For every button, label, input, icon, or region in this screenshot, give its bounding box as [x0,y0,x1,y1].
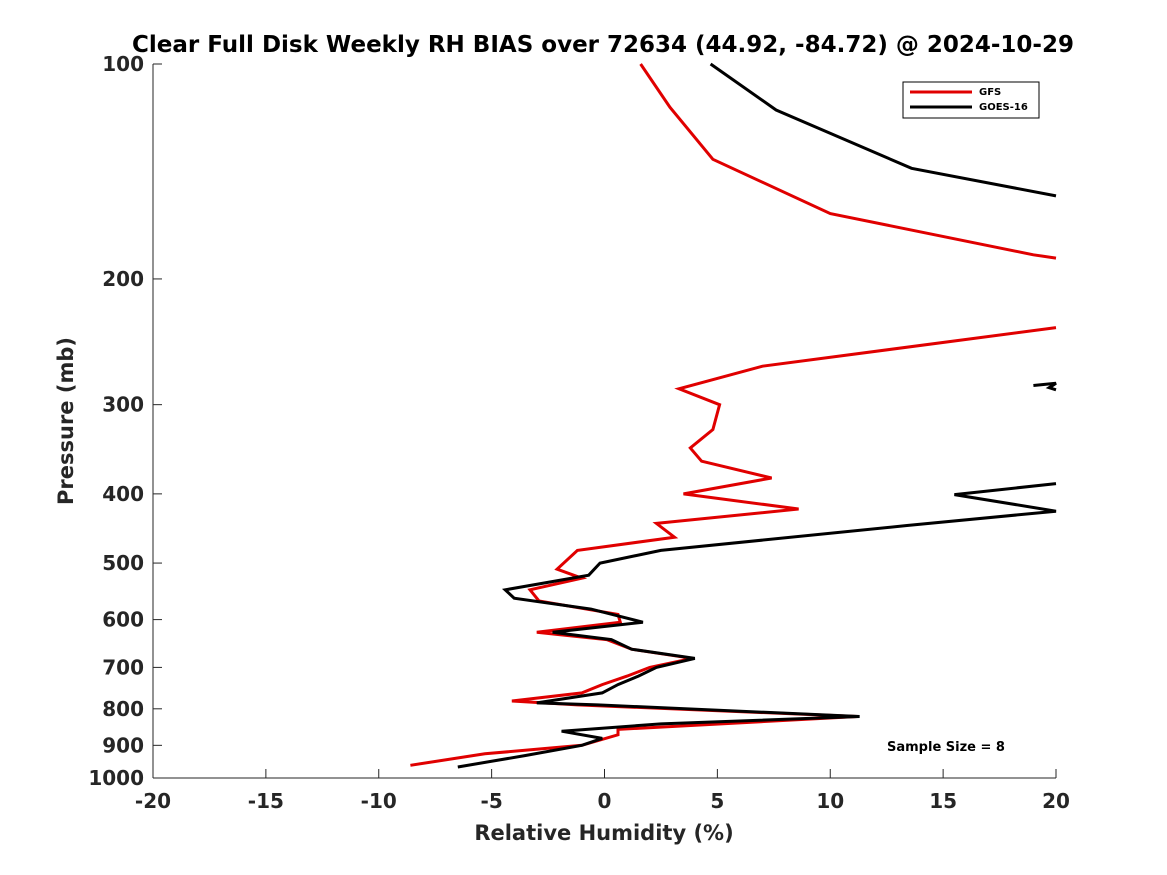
legend-label-gfs: GFS [979,87,1001,98]
y-tick-label: 600 [102,608,144,632]
y-tick-label: 700 [102,655,144,679]
y-tick-label: 1000 [88,766,144,790]
x-tick-label: -5 [481,789,503,813]
y-tick-label: 800 [102,697,144,721]
x-tick-label: 5 [710,789,724,813]
series-line-goes-16 [457,62,1057,769]
y-tick-label: 500 [102,551,144,575]
y-tick-label: 200 [102,267,144,291]
x-axis-label: Relative Humidity (%) [474,821,733,845]
y-tick-label: 900 [102,733,144,757]
x-tick-label: 15 [929,789,957,813]
y-tick-label: 400 [102,482,144,506]
legend: GFS GOES-16 [902,81,1040,119]
x-tick-label: 20 [1042,789,1070,813]
x-tick-label: -15 [248,789,284,813]
x-tick-label: -10 [361,789,397,813]
y-axis-label: Pressure (mb) [54,337,78,505]
x-tick-label: 0 [598,789,612,813]
x-tick-label: 10 [816,789,844,813]
sample-size-annotation: Sample Size = 8 [887,740,1005,755]
y-tick-label: 100 [102,52,144,76]
chart-title: Clear Full Disk Weekly RH BIAS over 7263… [132,32,1074,58]
x-tick-label: -20 [135,789,171,813]
y-tick-label: 300 [102,393,144,417]
legend-label-goes16: GOES-16 [979,102,1028,113]
